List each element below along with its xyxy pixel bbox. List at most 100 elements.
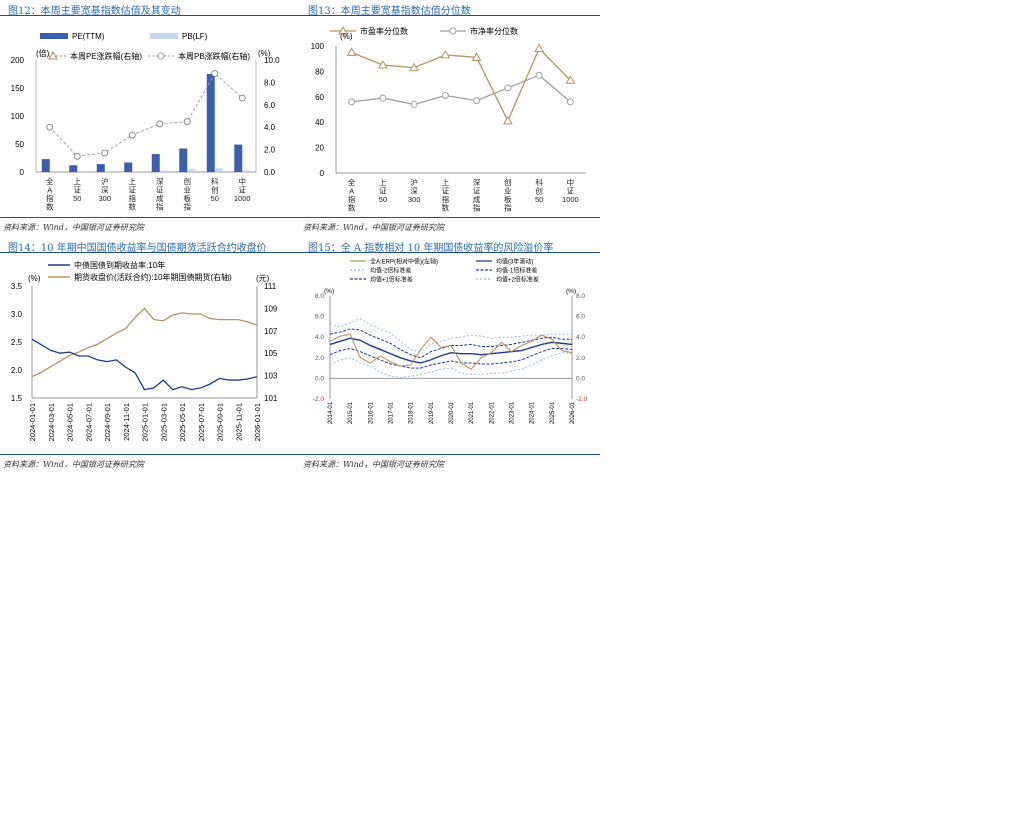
figure-14-source: 资料来源：Wind，中国银河证券研究院 [3,460,144,469]
right-tick-label: 107 [264,327,278,336]
left-tick-label: 150 [11,84,25,93]
series-pe-percentile-point [503,115,513,125]
bar-pe [124,162,133,172]
series-pe-percentile-point [378,60,388,69]
series-pb-percentile-point [504,84,512,92]
legend-minus2sd-label: 均值-2倍标准差 [370,267,411,275]
y-tick-label: 80 [315,67,324,76]
right-tick-label: 101 [264,394,278,403]
series-pb-change-line [49,72,243,157]
series-pe-percentile-point [346,47,357,56]
y-tick-label: 40 [315,118,324,127]
series-pe-percentile-point [565,75,576,84]
x-tick-label: 2026-01 [570,401,576,424]
left-tick-label: 50 [15,140,24,149]
figure-12: 图12：本周主要宽基指数估值及其变动 PE(TTM) PB(LF) 本周PE涨跌幅(… [0,0,300,236]
series-pe-percentile-point [534,43,544,53]
series-pb-percentile-point [535,71,543,79]
legend-yield-label: 中债国债到期收益率:10年 [74,260,165,270]
left-tick-label: 2.0 [11,366,23,375]
category-label: 深证成指 [156,177,164,212]
figure-12-chart: PE(TTM) PB(LF) 本周PE涨跌幅(右轴) 本周PB涨跌幅(右轴) (倍) (%… [11,32,280,212]
legend-pb-chg-label: 本周PB涨跌幅(右轴) [178,51,250,61]
bar-pb [133,171,141,172]
series-pe-percentile-point [471,52,482,61]
x-tick-label: 2024-01 [530,401,536,424]
bar-pb [78,171,86,172]
legend-pe-pct-marker [338,25,348,35]
x-tick-label: 2024-11-01 [122,403,131,441]
figure-13-top-rule [300,15,600,16]
figure-13-bottom-rule [300,217,600,218]
x-tick-label: 2025-03-01 [159,403,168,441]
category-label: 上证 50 [73,177,81,203]
x-tick-label: 2014-01 [328,401,334,424]
right-axis-unit: (%) [566,288,576,295]
series-pb-percentile-line [351,74,571,106]
category-label: 创业板指 [504,177,512,213]
legend-pb-pct-label: 市净率分位数 [470,26,518,36]
figure-13: 图13：本周主要宽基指数估值分位数 市盈率分位数 市净率分位数 (%) 0 20 40 60… [300,0,600,236]
legend-pb-chg-marker [157,52,165,60]
x-tick-label: 2015-01 [348,401,354,424]
right-tick-label: 6.0 [576,314,585,321]
figure-12-top-rule [0,15,300,16]
x-tick-label: 2026-01-01 [253,403,262,441]
series-pb-percentile-point [473,97,481,105]
series-plus2sd-line [329,318,572,353]
left-tick-label: 200 [11,56,25,65]
category-label: 沪深 300 [98,176,111,203]
left-tick-label: 2.5 [11,338,23,347]
figure-14: 图14：10 年期中国国债收益率与国债期货活跃合约收盘价 中债国债到期收益率:1… [0,237,300,473]
x-tick-label: 2018-01 [409,401,415,424]
right-tick-label: 8.0 [576,293,585,300]
left-tick-label: 8.0 [315,293,324,300]
series-mean-line [329,337,573,364]
left-axis-unit: (%) [324,288,334,295]
x-tick-label: 2020-01 [449,401,455,424]
series-pb-change-point [238,94,246,102]
series-pb-change-point [128,131,136,139]
series-pb-change-point [156,120,164,128]
right-tick-label: -2.0 [576,396,588,403]
series-pe-percentile-point [440,49,451,59]
category-label: 科创 50 [535,177,543,204]
legend-plus1sd-label: 均值+1倍标准差 [370,276,413,284]
left-tick-label: 3.0 [11,310,23,319]
legend-plus2sd-label: 均值+2倍标准差 [496,276,539,284]
figure-15-title: 图15：全 A 指数相对 10 年期国债收益率的风险溢价率 [308,243,554,254]
figure-14-bottom-rule [0,454,300,455]
legend-pe-chg-label: 本周PE涨跌幅(右轴) [70,51,142,61]
figure-14-top-rule [0,252,300,253]
right-tick-label: 6.0 [264,101,276,110]
series-pb-percentile-point [348,98,356,106]
figure-12-bottom-rule [0,217,300,218]
left-tick-label: 2.0 [315,355,324,362]
x-tick-label: 2024-05-01 [66,403,75,441]
x-tick-label: 2023-01 [510,401,516,424]
right-tick-label: 111 [264,282,277,291]
x-tick-label: 2025-05-01 [178,403,187,441]
series-pe-percentile-point [409,62,419,72]
right-tick-label: 0.0 [576,375,585,382]
left-tick-label: 1.5 [11,394,23,403]
bar-pb [188,169,196,172]
right-tick-label: 103 [264,372,278,381]
figure-15-bottom-rule [300,454,600,455]
x-tick-label: 2024-09-01 [103,403,112,441]
series-pb-percentile-point [441,92,449,100]
bar-pe [41,159,50,172]
bar-pe [234,144,243,172]
bar-pe [206,74,215,172]
series-minus1sd-line [329,348,573,369]
right-tick-label: 0.0 [264,168,276,177]
series-pb-change-point [46,123,54,131]
left-tick-label: 0.0 [315,375,324,382]
right-tick-label: 10.0 [264,56,280,65]
legend-futures-label: 期货收盘价(活跃合约):10年期国债期货(右轴) [74,272,232,282]
left-tick-label: 0 [20,168,25,177]
legend-mean-label: 均值(3年滚动) [496,258,533,266]
category-label: 全 A 指数 [348,177,356,213]
x-tick-label: 2024-07-01 [84,403,93,441]
